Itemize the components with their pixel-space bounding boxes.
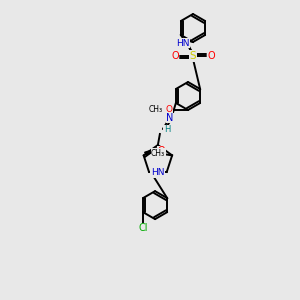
Text: O: O — [166, 106, 172, 115]
Text: N: N — [150, 167, 158, 177]
Text: N: N — [166, 113, 174, 123]
Text: Cl: Cl — [138, 223, 148, 233]
Text: O: O — [171, 51, 179, 61]
Text: HN: HN — [176, 38, 190, 47]
Text: CH₃: CH₃ — [151, 149, 165, 158]
Text: S: S — [190, 51, 196, 61]
Text: O: O — [207, 51, 215, 61]
Text: H: H — [164, 125, 170, 134]
Text: HN: HN — [151, 168, 164, 177]
Text: CH₃: CH₃ — [149, 106, 163, 115]
Text: O: O — [158, 146, 165, 156]
